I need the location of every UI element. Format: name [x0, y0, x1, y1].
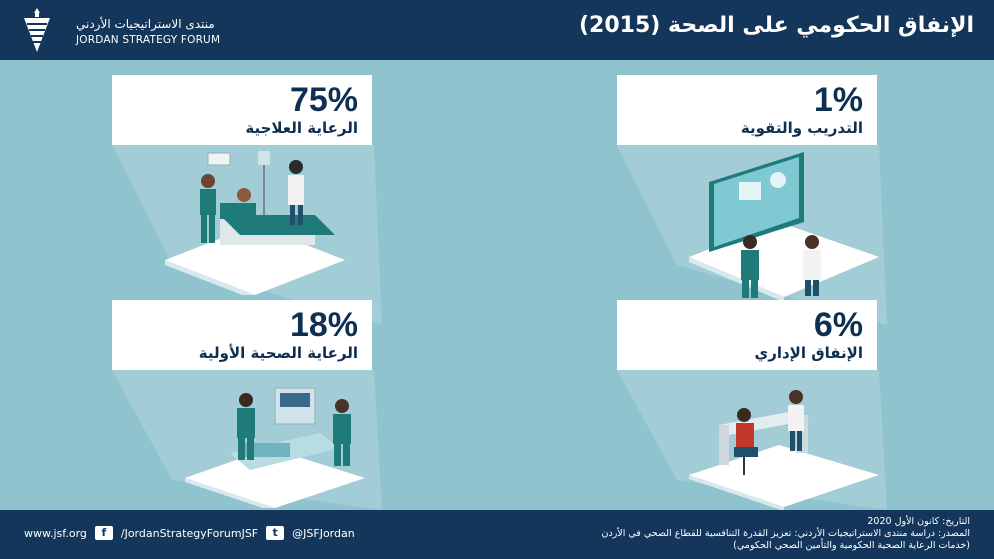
brand-name-english: JORDAN STRATEGY FORUM [76, 34, 221, 46]
stat-percent: 1% [813, 81, 863, 119]
footer-bar: www.jsf.org f /JordanStrategyForumJSF t … [0, 510, 994, 559]
jsf-logo-icon [24, 8, 50, 52]
stat-label: الإنفاق الإداري [754, 344, 863, 362]
social-links: www.jsf.org f /JordanStrategyForumJSF t … [24, 526, 355, 540]
stat-label: الرعاية العلاجية [245, 119, 358, 137]
office-desk-scene-icon [689, 390, 879, 510]
stat-card-primary-care: 18% الرعاية الصحية الأولية [112, 300, 372, 370]
header-bar: منتدى الاستراتيجيات الأردني JORDAN STRAT… [0, 0, 994, 60]
source-note-line1: المصدر: دراسة منتدى الاستراتيجيات الأردن… [601, 528, 970, 539]
website-link[interactable]: www.jsf.org [24, 526, 87, 540]
source-note-line2: (خدمات الرعاية الصحية الحكومية والتأمين … [733, 540, 970, 551]
twitter-icon[interactable]: t [266, 526, 285, 540]
training-screen-scene-icon [689, 152, 879, 302]
hospital-bed-scene-icon [165, 151, 345, 295]
twitter-link[interactable]: @JSFJordan [292, 526, 355, 540]
facebook-link[interactable]: /JordanStrategyForumJSF [120, 526, 259, 540]
infographic-body: 75% الرعاية العلاجية 1% التدريب والتقوية [0, 60, 994, 510]
stat-card-training: 1% التدريب والتقوية [617, 75, 877, 145]
stat-card-administrative: 6% الإنفاق الإداري [617, 300, 877, 370]
source-notes: التاريخ: كانون الأول 2020 المصدر: دراسة … [602, 516, 970, 552]
stat-percent: 18% [289, 306, 358, 344]
facebook-icon[interactable]: f [94, 526, 113, 540]
brand-name-arabic: منتدى الاستراتيجيات الأردني [76, 17, 215, 31]
brand-logo[interactable]: منتدى الاستراتيجيات الأردني JORDAN STRAT… [18, 8, 238, 54]
date-note: التاريخ: كانون الأول 2020 [867, 516, 970, 527]
stat-label: الرعاية الصحية الأولية [198, 344, 358, 362]
stat-percent: 75% [289, 81, 358, 119]
stat-percent: 6% [813, 306, 863, 344]
stat-card-curative: 75% الرعاية العلاجية [112, 75, 372, 145]
stat-label: التدريب والتقوية [740, 119, 863, 137]
page-title: الإنفاق الحكومي على الصحة (2015) [578, 13, 974, 38]
primary-care-scene-icon [185, 387, 365, 508]
